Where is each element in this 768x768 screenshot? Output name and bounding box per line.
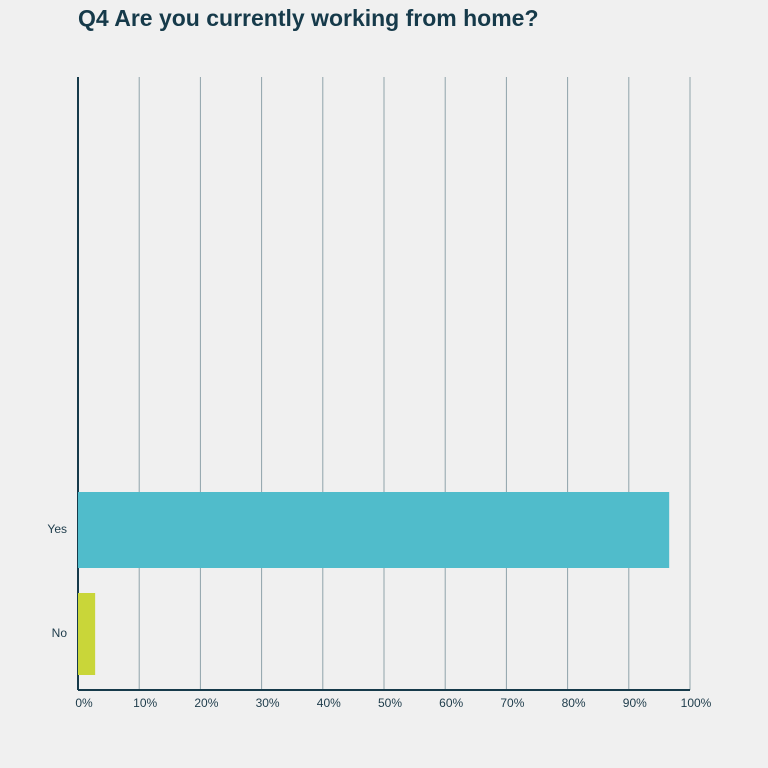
x-tick-label: 20% <box>194 696 218 710</box>
x-tick-label: 90% <box>623 696 647 710</box>
x-tick-label: 50% <box>378 696 402 710</box>
x-tick-label: 70% <box>500 696 524 710</box>
x-tick-label: 0% <box>75 696 93 710</box>
x-tick-label: 80% <box>562 696 586 710</box>
x-tick-label: 10% <box>133 696 157 710</box>
x-tick-label: 40% <box>317 696 341 710</box>
x-tick-label: 30% <box>256 696 280 710</box>
x-tick-label: 60% <box>439 696 463 710</box>
bar <box>78 492 670 568</box>
chart-title: Q4 Are you currently working from home? <box>78 5 539 31</box>
bar <box>78 593 96 675</box>
y-tick-label: Yes <box>47 522 67 536</box>
x-tick-label: 100% <box>681 696 712 710</box>
y-tick-label: No <box>52 626 68 640</box>
